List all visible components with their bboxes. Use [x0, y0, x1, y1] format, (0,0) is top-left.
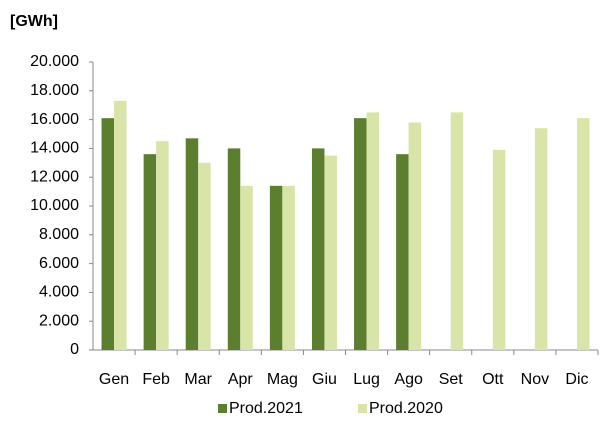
- x-tick-label: Set: [439, 371, 464, 388]
- x-tick-label: Nov: [521, 371, 549, 388]
- bar: [354, 118, 367, 350]
- bar: [240, 185, 253, 350]
- bar: [576, 118, 590, 350]
- bar: [156, 141, 169, 350]
- y-tick-label: 16.000: [30, 111, 79, 128]
- legend-label: Prod.2020: [369, 400, 443, 417]
- x-tick-label: Lug: [353, 371, 380, 388]
- x-tick-label: Giu: [312, 371, 337, 388]
- bar: [101, 118, 115, 350]
- y-tick-label: 6.000: [39, 255, 79, 272]
- y-tick-label: 0: [70, 341, 79, 358]
- y-tick-label: 18.000: [30, 82, 79, 99]
- y-tick-label: 20.000: [30, 53, 79, 70]
- legend-swatch: [218, 404, 227, 413]
- x-tick-label: Feb: [142, 371, 170, 388]
- bar: [534, 128, 548, 350]
- bar: [114, 100, 127, 350]
- x-tick-label: Mar: [184, 371, 212, 388]
- bar: [396, 154, 409, 350]
- x-tick-label: Mag: [267, 371, 298, 388]
- legend-label: Prod.2021: [229, 400, 303, 417]
- bar: [143, 154, 157, 350]
- bar: [450, 112, 464, 351]
- bar: [227, 148, 241, 350]
- x-tick-label: Dic: [565, 371, 588, 388]
- x-tick-label: Ott: [482, 371, 504, 388]
- bar: [366, 112, 380, 351]
- x-tick-label: Ago: [394, 371, 423, 388]
- x-tick-label: Apr: [228, 371, 254, 388]
- y-tick-label: 8.000: [39, 226, 79, 243]
- bar: [311, 148, 325, 350]
- bar: [282, 185, 295, 350]
- bar: [269, 185, 283, 350]
- y-tick-label: 4.000: [39, 284, 79, 301]
- y-tick-label: 12.000: [30, 168, 79, 185]
- bar: [408, 122, 422, 350]
- y-tick-label: 2.000: [39, 312, 79, 329]
- bar: [185, 138, 199, 350]
- bar: [492, 149, 506, 350]
- chart-title: [GWh]: [10, 13, 58, 30]
- bar: [198, 162, 211, 350]
- legend-swatch: [358, 404, 367, 413]
- y-tick-label: 14.000: [30, 140, 79, 157]
- bar: [324, 155, 337, 350]
- y-tick-label: 10.000: [30, 197, 79, 214]
- x-tick-label: Gen: [99, 371, 129, 388]
